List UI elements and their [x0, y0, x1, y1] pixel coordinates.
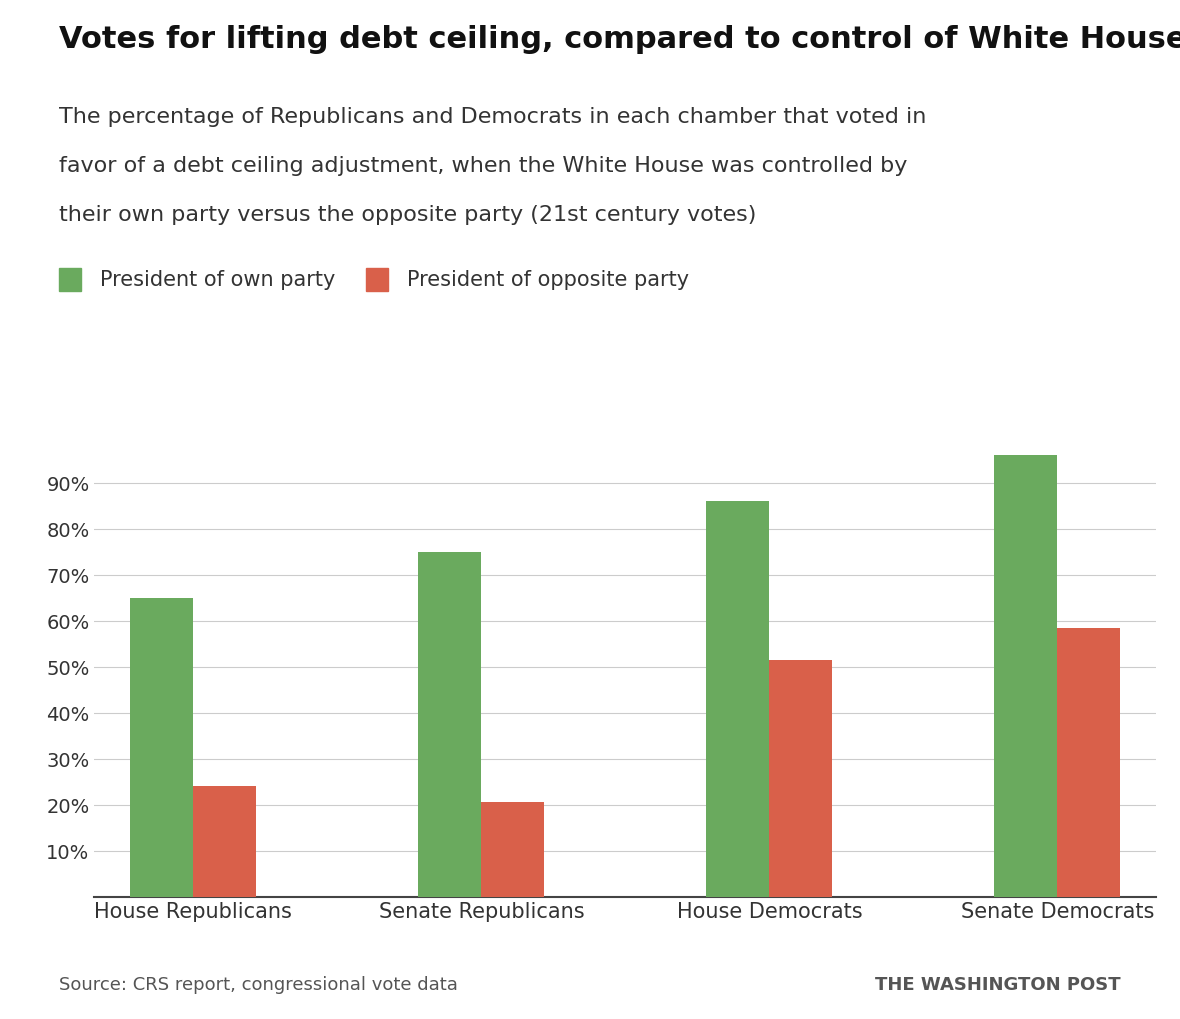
Bar	[769, 660, 832, 897]
Text: President of opposite party: President of opposite party	[407, 270, 689, 290]
Bar	[995, 455, 1057, 897]
Text: Votes for lifting debt ceiling, compared to control of White House: Votes for lifting debt ceiling, compared…	[59, 25, 1180, 54]
Text: favor of a debt ceiling adjustment, when the White House was controlled by: favor of a debt ceiling adjustment, when…	[59, 156, 907, 176]
Text: their own party versus the opposite party (21st century votes): their own party versus the opposite part…	[59, 205, 756, 225]
Bar	[1057, 628, 1120, 897]
Bar	[131, 598, 194, 897]
Bar	[419, 552, 481, 897]
Text: THE WASHINGTON POST: THE WASHINGTON POST	[876, 975, 1121, 994]
Text: President of own party: President of own party	[100, 270, 335, 290]
Bar	[194, 787, 256, 897]
Text: The percentage of Republicans and Democrats in each chamber that voted in: The percentage of Republicans and Democr…	[59, 107, 926, 127]
Text: Source: CRS report, congressional vote data: Source: CRS report, congressional vote d…	[59, 975, 458, 994]
Bar	[481, 803, 544, 897]
Bar	[707, 501, 769, 897]
